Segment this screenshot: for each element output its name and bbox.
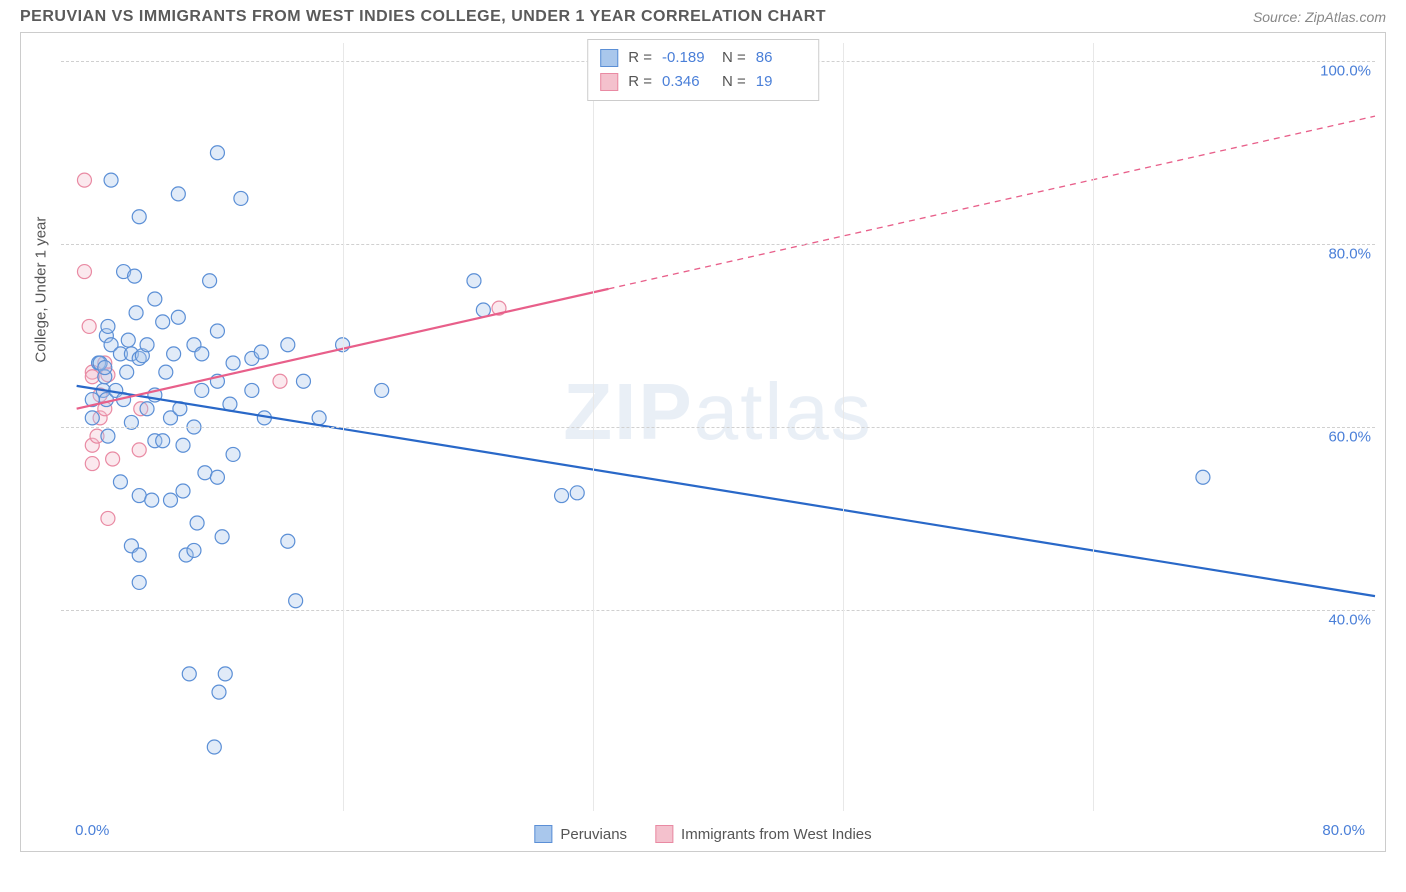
legend-swatch-west-indies-bottom xyxy=(655,825,673,843)
y-tick-label: 100.0% xyxy=(1320,63,1371,80)
source-attribution: Source: ZipAtlas.com xyxy=(1253,9,1386,25)
legend-stats-row-west-indies: R = 0.346 N = 19 xyxy=(600,70,806,94)
legend-series: Peruvians Immigrants from West Indies xyxy=(534,825,871,843)
legend-swatch-west-indies xyxy=(600,73,618,91)
legend-swatch-peruvians xyxy=(600,49,618,67)
y-tick-label: 60.0% xyxy=(1328,429,1371,446)
chart-container: R = -0.189 N = 86 R = 0.346 N = 19 Colle… xyxy=(20,32,1386,852)
legend-stats-row-peruvians: R = -0.189 N = 86 xyxy=(600,46,806,70)
y-axis-title: College, Under 1 year xyxy=(33,217,50,363)
y-tick-label: 40.0% xyxy=(1328,611,1371,628)
x-tick-label: 0.0% xyxy=(75,822,109,839)
y-tick-label: 80.0% xyxy=(1328,246,1371,263)
legend-item-peruvians: Peruvians xyxy=(534,825,627,843)
legend-correlation-stats: R = -0.189 N = 86 R = 0.346 N = 19 xyxy=(587,39,819,101)
legend-swatch-peruvians-bottom xyxy=(534,825,552,843)
chart-title: PERUVIAN VS IMMIGRANTS FROM WEST INDIES … xyxy=(20,8,826,26)
x-tick-label: 80.0% xyxy=(1322,822,1365,839)
legend-item-west-indies: Immigrants from West Indies xyxy=(655,825,872,843)
plot-area: College, Under 1 year ZIPatlas 40.0%60.0… xyxy=(61,43,1375,811)
